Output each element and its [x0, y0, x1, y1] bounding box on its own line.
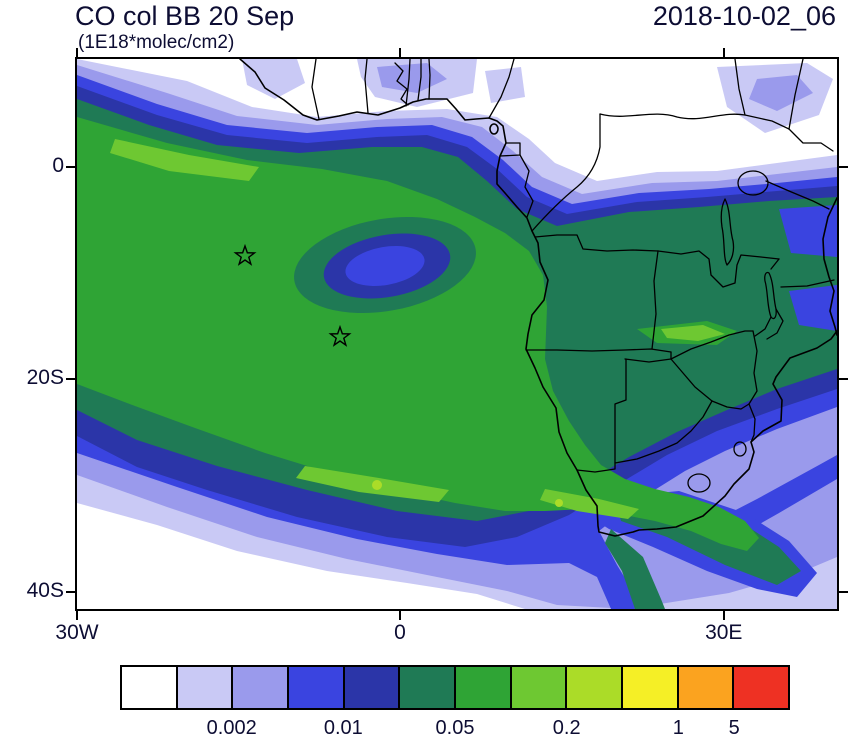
border-segment	[711, 400, 750, 410]
x-axis-tick-mark	[722, 611, 725, 620]
border-segment	[770, 258, 780, 270]
contour-fill-region	[661, 325, 725, 341]
y-axis-tick-mark	[839, 590, 848, 593]
x-axis-tick-mark	[399, 611, 401, 620]
x-axis-tick-mark	[76, 611, 78, 620]
colorbar-tick-label: 0.01	[323, 717, 363, 739]
colorbar-cell	[732, 667, 789, 708]
contour-fill-region	[605, 529, 665, 609]
x-axis-tick-label: 30E	[705, 621, 743, 644]
map-plot-area	[75, 57, 839, 611]
border-segment	[428, 59, 431, 100]
border-segment	[405, 59, 411, 107]
border-segment	[488, 59, 515, 119]
border-segment	[780, 279, 835, 288]
contour-fill-region	[372, 480, 382, 490]
colorbar-cell	[231, 667, 288, 708]
border-segment	[748, 403, 756, 443]
x-axis-tick-mark	[399, 48, 401, 57]
contour-fill-region	[110, 139, 259, 181]
border-segment	[754, 316, 772, 337]
plot-units-label: (1E18*molec/cm2)	[78, 32, 235, 53]
country-borders	[311, 59, 835, 493]
x-axis-tick-mark	[722, 48, 725, 57]
border-segment	[657, 250, 780, 288]
border-segment	[651, 250, 659, 350]
contour-fill-region	[485, 67, 525, 103]
coastlines	[239, 59, 837, 537]
colorbar-labels: 0.002 0.01 0.05 0.2 1 5	[120, 717, 790, 745]
colorbar	[120, 665, 790, 710]
colorbar-cell	[565, 667, 622, 708]
contour-fill-region	[242, 59, 305, 99]
africa-west-coastline	[239, 59, 837, 537]
colorbar-tick-label: 0.002	[206, 717, 257, 739]
plot-title: CO col BB 20 Sep	[75, 1, 295, 31]
colorbar-cell	[621, 667, 677, 708]
border-segment	[311, 59, 320, 120]
colorbar-cell	[175, 667, 232, 708]
border-segment	[734, 59, 746, 116]
y-axis-tick-mark	[839, 165, 848, 168]
colorbar-cell	[454, 667, 510, 708]
y-axis-tick-mark	[66, 165, 75, 168]
border-segment	[534, 234, 659, 252]
volta-lake	[394, 62, 409, 106]
colorbar-tick-label: 5	[728, 717, 740, 739]
plot-datestamp: 2018-10-02_06	[652, 1, 836, 31]
star-markers	[233, 243, 352, 347]
border-segment	[531, 113, 601, 232]
eswatini-border	[733, 441, 747, 457]
co-fill-contours	[77, 59, 837, 609]
border-segment	[670, 330, 754, 360]
lake-tanganyika	[720, 198, 735, 266]
border-segment	[748, 330, 758, 405]
border-segment	[766, 308, 784, 340]
x-axis-tick-label: 0	[394, 621, 406, 644]
border-segment	[576, 358, 627, 473]
contour-fill-region	[77, 117, 759, 551]
contour-fill-region	[345, 246, 425, 286]
y-axis-tick-mark	[839, 378, 848, 381]
colorbar-tick-label: 0.05	[435, 717, 475, 739]
colorbar-tick-label: 0.2	[552, 717, 581, 739]
y-axis-tick-label: 0	[52, 153, 64, 177]
x-axis-tick-label: 30W	[55, 621, 99, 644]
border-segment	[788, 128, 834, 152]
y-axis-tick-label: 20S	[26, 366, 64, 390]
border-segment	[417, 59, 422, 101]
y-axis-tick-label: 40S	[26, 578, 64, 602]
border-segment	[525, 348, 672, 353]
border-segment	[624, 358, 672, 363]
border-segment	[499, 142, 521, 157]
colorbar-cell	[342, 667, 399, 708]
border-segment	[788, 59, 804, 130]
border-segment	[765, 180, 830, 210]
lesotho-border	[687, 473, 711, 493]
colorbar-tick-label: 1	[672, 717, 684, 739]
bioko-island	[489, 123, 499, 135]
y-axis-tick-mark	[66, 590, 75, 593]
border-segment	[364, 59, 369, 114]
border-segment	[599, 113, 790, 130]
border-segment	[614, 400, 713, 464]
co-column-contour-map	[77, 59, 837, 609]
contour-fill-region	[540, 489, 639, 519]
contour-fill-region	[789, 285, 837, 331]
y-axis-tick-mark	[66, 378, 75, 381]
colorbar-cell	[509, 667, 566, 708]
star-marker	[233, 243, 257, 266]
lake-victoria	[737, 170, 769, 196]
border-segment	[670, 358, 713, 402]
colorbar-cell	[287, 667, 343, 708]
colorbar-cell	[398, 667, 455, 708]
contour-fill-region	[555, 499, 563, 507]
colorbar-cell	[122, 667, 176, 708]
border-segment	[519, 154, 534, 218]
star-marker	[328, 324, 352, 347]
x-axis-tick-mark	[76, 48, 78, 57]
africa-east-coastline	[822, 197, 837, 336]
colorbar-cell	[676, 667, 733, 708]
